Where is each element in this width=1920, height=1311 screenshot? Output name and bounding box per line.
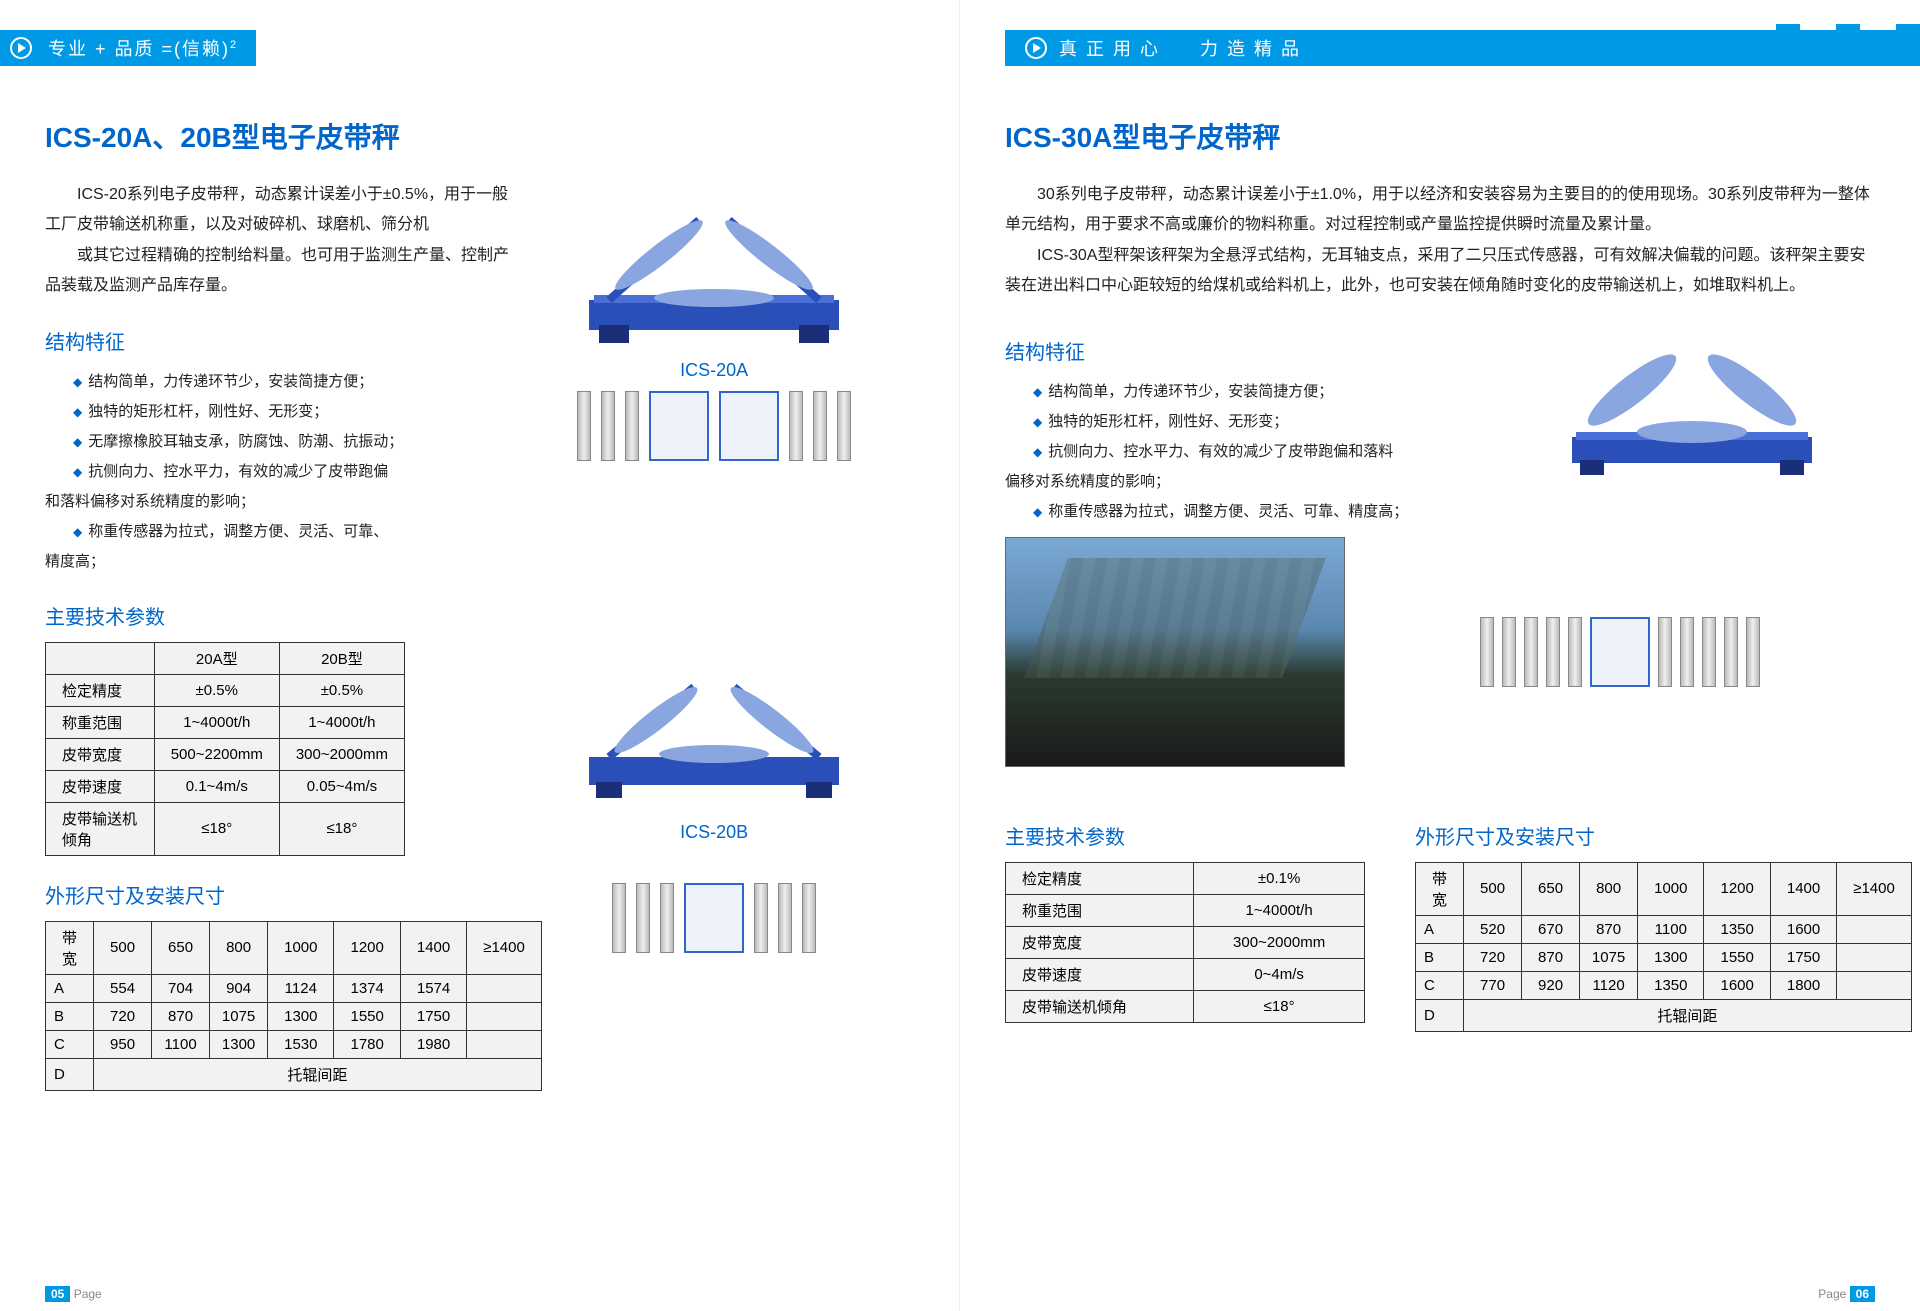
feature-item: 结构简单，力传递环节少，安装简捷方便； xyxy=(73,367,514,397)
image-col-20a: ICS-20A xyxy=(514,180,914,577)
feature-item: 抗侧向力、控水平力，有效的减少了皮带跑偏 xyxy=(73,457,514,487)
header-slogan-left: 专业 + 品质 =(信赖)2 xyxy=(44,35,238,61)
application-photo xyxy=(1005,537,1345,767)
feature-item: 独特的矩形杠杆，刚性好、无形变； xyxy=(1033,407,1510,437)
page-number: 05 xyxy=(45,1286,70,1302)
play-icon xyxy=(1025,37,1047,59)
header-bar: 专业 + 品质 =(信赖)2 xyxy=(0,30,256,66)
spec-table: 检定精度±0.1%称重范围1~4000t/h皮带宽度300~2000mm皮带速度… xyxy=(1005,862,1365,1023)
features-list: 结构简单，力传递环节少，安装简捷方便；独特的矩形杠杆，刚性好、无形变；无摩擦橡胶… xyxy=(73,367,514,577)
header-left: 专业 + 品质 =(信赖)2 xyxy=(0,30,914,66)
spec-heading: 主要技术参数 xyxy=(1005,821,1365,850)
intro-ics20: ICS-20系列电子皮带秤，动态累计误差小于±0.5%，用于一般工厂皮带输送机称… xyxy=(45,180,514,302)
intro-ics30: 30系列电子皮带秤，动态累计误差小于±1.0%，用于以经济和安装容易为主要目的的… xyxy=(1005,180,1875,302)
intro-p2: ICS-30A型秤架该秤架为全悬浮式结构，无耳轴支点，采用了二只压式传感器，可有… xyxy=(1005,241,1875,302)
dim-heading: 外形尺寸及安装尺寸 xyxy=(45,880,514,909)
feature-item: 和落料偏移对系统精度的影响； xyxy=(45,487,514,517)
diagram-20a xyxy=(514,391,914,461)
features-row-30: 结构特征 结构简单，力传递环节少，安装简捷方便；独特的矩形杠杆，刚性好、无形变；… xyxy=(1005,312,1875,527)
page-footer-right: Page 06 xyxy=(1818,1287,1875,1301)
page-word: Page xyxy=(74,1287,102,1301)
feature-item: 称重传感器为拉式，调整方便、灵活、可靠、精度高； xyxy=(1033,497,1510,527)
feature-item: 无摩擦橡胶耳轴支承，防腐蚀、防潮、抗振动； xyxy=(73,427,514,457)
page-footer-left: 05 Page xyxy=(45,1287,102,1301)
features-heading: 结构特征 xyxy=(1005,336,1510,365)
dim-table: 带宽500650800100012001400≥1400A55470490411… xyxy=(45,921,542,1091)
intro-p2: 或其它过程精确的控制给料量。也可用于监测生产量、控制产品装载及监测产品库存量。 xyxy=(45,241,514,302)
feature-item: 偏移对系统精度的影响； xyxy=(1005,467,1510,497)
features-list: 结构简单，力传递环节少，安装简捷方便；独特的矩形杠杆，刚性好、无形变；抗侧向力、… xyxy=(1033,377,1510,527)
intro-p1: 30系列电子皮带秤，动态累计误差小于±1.0%，用于以经济和安装容易为主要目的的… xyxy=(1005,180,1875,241)
title-ics30: ICS-30A型电子皮带秤 xyxy=(1005,116,1875,156)
feature-item: 抗侧向力、控水平力、有效的减少了皮带跑偏和落料 xyxy=(1033,437,1510,467)
dim-heading: 外形尺寸及安装尺寸 xyxy=(1415,821,1912,850)
intro-p1: ICS-20系列电子皮带秤，动态累计误差小于±0.5%，用于一般工厂皮带输送机称… xyxy=(45,180,514,241)
feature-item: 结构简单，力传递环节少，安装简捷方便； xyxy=(1033,377,1510,407)
photo-diagram-row xyxy=(1005,537,1875,767)
header-right: 真 正 用 心力 造 精 品 xyxy=(1005,30,1920,66)
page-right: 真 正 用 心力 造 精 品 ICS-30A型电子皮带秤 30系列电子皮带秤，动… xyxy=(960,0,1920,1311)
dim-table: 带宽500650800100012001400≥1400A52067087011… xyxy=(1415,862,1912,1032)
product-image-20b xyxy=(574,642,854,812)
tables-row-30: 主要技术参数 检定精度±0.1%称重范围1~4000t/h皮带宽度300~200… xyxy=(1005,797,1875,1032)
header-checker-icon xyxy=(1770,36,1920,60)
image-col-30a xyxy=(1510,312,1875,527)
page-number: 06 xyxy=(1850,1286,1875,1302)
spec-heading: 主要技术参数 xyxy=(45,601,914,630)
diagram-20b xyxy=(514,883,914,953)
intro-row: ICS-20系列电子皮带秤，动态累计误差小于±0.5%，用于一般工厂皮带输送机称… xyxy=(45,180,914,577)
page-word: Page xyxy=(1818,1287,1846,1301)
feature-item: 独特的矩形杠杆，刚性好、无形变； xyxy=(73,397,514,427)
title-ics20: ICS-20A、20B型电子皮带秤 xyxy=(45,116,914,156)
play-icon xyxy=(10,37,32,59)
brochure-spread: 专业 + 品质 =(信赖)2 ICS-20A、20B型电子皮带秤 ICS-20系… xyxy=(0,0,1920,1311)
image-label-20a: ICS-20A xyxy=(514,360,914,381)
image-col-20b: ICS-20B xyxy=(514,642,914,1091)
page-left: 专业 + 品质 =(信赖)2 ICS-20A、20B型电子皮带秤 ICS-20系… xyxy=(0,0,960,1311)
header-slogan-right: 真 正 用 心力 造 精 品 xyxy=(1059,35,1341,61)
product-image-20a xyxy=(569,180,859,350)
features-heading: 结构特征 xyxy=(45,326,514,355)
image-label-20b: ICS-20B xyxy=(514,822,914,843)
product-image-30a xyxy=(1562,312,1822,482)
spec-table: 20A型20B型检定精度±0.5%±0.5%称重范围1~4000t/h1~400… xyxy=(45,642,405,856)
feature-item: 精度高； xyxy=(45,547,514,577)
header-bar: 真 正 用 心力 造 精 品 xyxy=(1005,30,1920,66)
diagram-30a xyxy=(1365,607,1875,697)
feature-item: 称重传感器为拉式，调整方便、灵活、可靠、 xyxy=(73,517,514,547)
